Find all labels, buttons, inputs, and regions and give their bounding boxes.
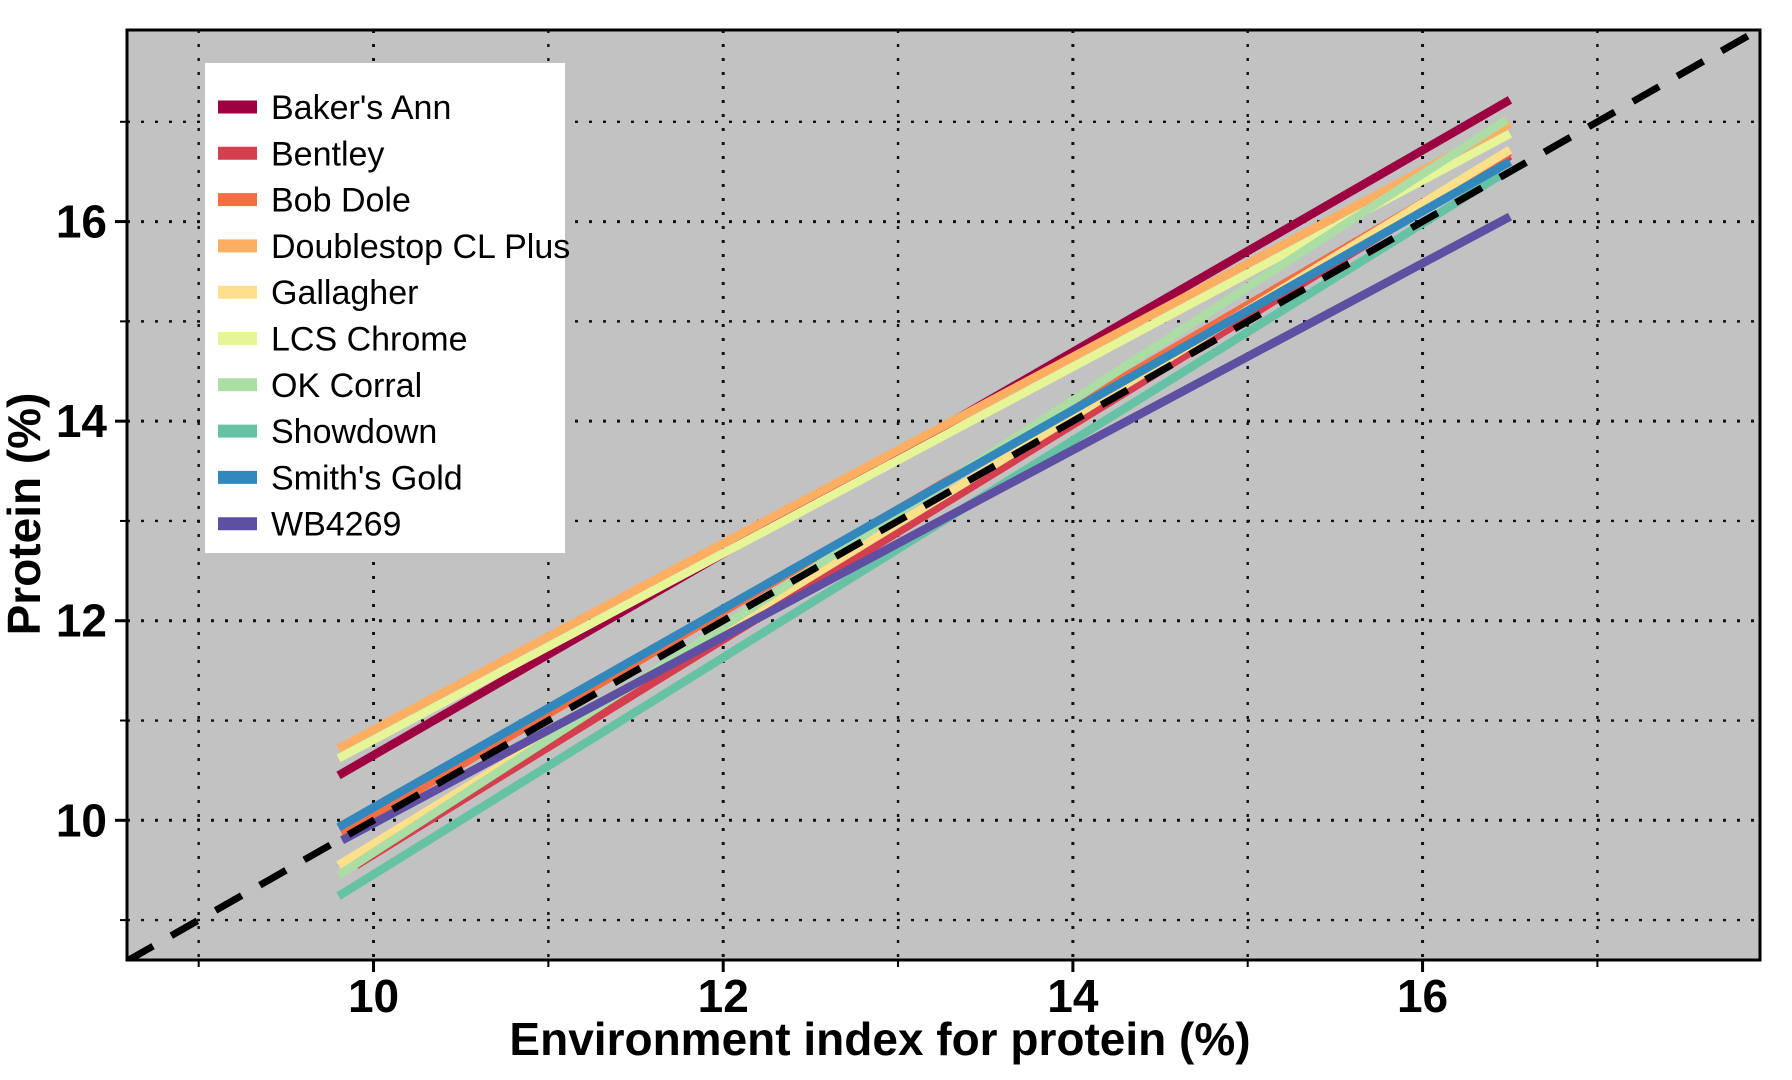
legend-box — [205, 63, 565, 553]
legend-label-wb4269: WB4269 — [271, 506, 401, 544]
legend-label-ok-corral: OK Corral — [271, 367, 422, 405]
series-line-doublestop-cl-plus — [336, 120, 1512, 753]
series-line-wb4269 — [340, 212, 1512, 845]
x-tick-label-16: 16 — [1397, 970, 1448, 1022]
legend-label-smith-s-gold: Smith's Gold — [271, 459, 463, 497]
legend-label-bob-dole: Bob Dole — [271, 182, 411, 220]
y-tick-label-12: 12 — [56, 595, 107, 647]
legend-label-bentley: Bentley — [271, 135, 384, 173]
legend-label-gallagher: Gallagher — [271, 274, 418, 312]
y-tick-label-16: 16 — [56, 196, 107, 248]
x-tick-label-10: 10 — [348, 970, 399, 1022]
legend-label-baker-s-ann: Baker's Ann — [271, 89, 451, 127]
x-tick-label-12: 12 — [698, 970, 749, 1022]
legend-label-lcs-chrome: LCS Chrome — [271, 321, 468, 359]
series-line-lcs-chrome — [336, 130, 1512, 763]
x-tick-label-14: 14 — [1047, 970, 1099, 1022]
series-line-smith-s-gold — [336, 158, 1513, 831]
panel-border — [125, 28, 1762, 962]
identity-dashed-line — [127, 30, 1760, 960]
legend-label-showdown: Showdown — [271, 413, 437, 451]
x-axis-title: Environment index for protein (%) — [509, 1013, 1251, 1065]
series-lines-layer — [127, 30, 1760, 960]
y-axis-title: Protein (%) — [0, 392, 50, 636]
y-tick-label-14: 14 — [56, 395, 108, 447]
legend-label-doublestop-cl-plus: Doublestop CL Plus — [271, 228, 570, 266]
y-tick-label-10: 10 — [56, 794, 107, 846]
